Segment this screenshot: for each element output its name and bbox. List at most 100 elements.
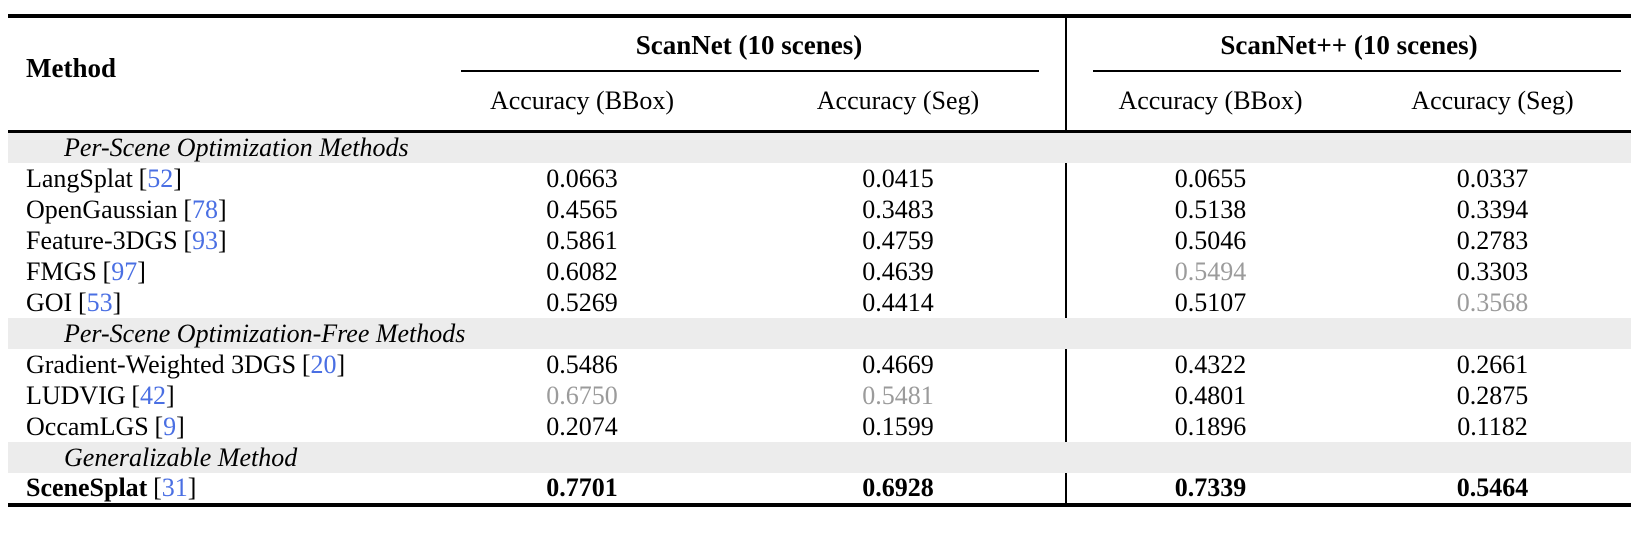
metric-value: 0.5464 — [1456, 473, 1529, 502]
value-cell: 0.6928 — [731, 473, 1067, 505]
citation-bracket-open: [ — [77, 287, 87, 317]
value-cell: 0.4639 — [731, 256, 1067, 287]
citation-link[interactable]: 93 — [192, 225, 219, 255]
metric-value: 0.7701 — [546, 473, 618, 502]
section-header-row: Per-Scene Optimization Methods — [8, 131, 1632, 163]
metric-value: 0.4565 — [546, 194, 618, 224]
method-name: GOI — [26, 287, 73, 317]
citation-link[interactable]: 9 — [163, 411, 177, 441]
method-cell: SceneSplat [31] — [8, 473, 433, 505]
citation-bracket-close: ] — [187, 473, 197, 502]
column-header-snpp-seg: Accuracy (Seg) — [1411, 86, 1574, 115]
value-cell: 0.3568 — [1354, 287, 1631, 318]
value-cell: 0.5494 — [1066, 256, 1354, 287]
value-cell: 0.2661 — [1354, 349, 1631, 380]
metric-value: 0.0663 — [546, 163, 618, 193]
metric-value: 0.2661 — [1456, 349, 1529, 379]
method-cell: LangSplat [52] — [8, 163, 433, 194]
cmidrule-scannet — [461, 70, 1039, 72]
citation-bracket-close: ] — [173, 163, 182, 193]
value-cell: 0.0655 — [1066, 163, 1354, 194]
metric-value: 0.0655 — [1174, 163, 1247, 193]
citation-link[interactable]: 42 — [140, 380, 167, 410]
metric-value: 0.5861 — [546, 225, 618, 255]
section-label: Per-Scene Optimization-Free Methods — [8, 318, 1632, 349]
table-row: SceneSplat [31] 0.7701 0.6928 0.7339 0.54… — [8, 473, 1631, 505]
column-group-scannet: ScanNet (10 scenes) — [433, 16, 1067, 72]
citation-bracket-open: [ — [131, 380, 141, 410]
value-cell: 0.6750 — [433, 380, 731, 411]
citation-bracket-close: ] — [176, 411, 185, 441]
metric-value: 0.3483 — [862, 194, 934, 224]
metric-value: 0.4669 — [862, 349, 934, 379]
method-name: Feature-3DGS — [26, 225, 178, 255]
citation-bracket-open: [ — [138, 163, 148, 193]
value-cell: 0.4759 — [731, 225, 1067, 256]
value-cell: 0.5107 — [1066, 287, 1354, 318]
metric-value: 0.6082 — [546, 256, 618, 286]
value-cell: 0.2875 — [1354, 380, 1631, 411]
citation-bracket-close: ] — [112, 287, 122, 317]
value-cell: 0.5464 — [1354, 473, 1631, 505]
column-header-method: Method — [26, 52, 116, 83]
header-sub-row: Accuracy (BBox) Accuracy (Seg) Accuracy … — [8, 72, 1631, 130]
value-cell: 0.4414 — [731, 287, 1067, 318]
section-header-row: Per-Scene Optimization-Free Methods — [8, 318, 1632, 349]
method-cell: LUDVIG [42] — [8, 380, 433, 411]
metric-value: 0.6928 — [862, 473, 934, 502]
method-name: FMGS — [26, 256, 97, 286]
column-header-sn-bbox: Accuracy (BBox) — [489, 86, 675, 115]
metric-value: 0.3394 — [1456, 194, 1529, 224]
metric-value: 0.5107 — [1174, 287, 1247, 317]
citation-bracket-open: [ — [102, 256, 112, 286]
citation-bracket-open: [ — [301, 349, 311, 379]
section-header-row: Generalizable Method — [8, 442, 1632, 473]
metric-value: 0.5481 — [862, 380, 934, 410]
value-cell: 0.3303 — [1354, 256, 1631, 287]
citation-bracket-close: ] — [218, 225, 227, 255]
citation-link[interactable]: 20 — [310, 349, 337, 379]
value-cell: 0.3394 — [1354, 194, 1631, 225]
metric-value: 0.4414 — [862, 287, 934, 317]
value-cell: 0.4565 — [433, 194, 731, 225]
column-header-sn-seg: Accuracy (Seg) — [731, 72, 1067, 130]
metric-value: 0.3303 — [1456, 256, 1529, 286]
metric-value: 0.2783 — [1456, 225, 1529, 255]
value-cell: 0.0415 — [731, 163, 1067, 194]
metric-value: 0.7339 — [1174, 473, 1247, 502]
metric-value: 0.5494 — [1174, 256, 1247, 286]
metric-value: 0.1599 — [862, 411, 934, 441]
method-name: SceneSplat — [26, 473, 148, 502]
header-midrule — [8, 129, 1632, 133]
citation-bracket-open: [ — [183, 194, 193, 224]
value-cell: 0.4669 — [731, 349, 1067, 380]
metric-value: 0.5269 — [546, 287, 618, 317]
table-row: LUDVIG [42] 0.6750 0.5481 0.4801 0.2875 — [8, 380, 1631, 411]
citation-link[interactable]: 52 — [147, 163, 174, 193]
citation-bracket-close: ] — [218, 194, 227, 224]
method-cell: OpenGaussian [78] — [8, 194, 433, 225]
method-name: LUDVIG — [26, 380, 126, 410]
citation-link[interactable]: 31 — [161, 473, 188, 502]
value-cell: 0.7339 — [1066, 473, 1354, 505]
table-row: OccamLGS [9] 0.2074 0.1599 0.1896 0.1182 — [8, 411, 1631, 442]
citation-link[interactable]: 53 — [86, 287, 113, 317]
value-cell: 0.7701 — [433, 473, 731, 505]
table-row: OpenGaussian [78] 0.4565 0.3483 0.5138 0.… — [8, 194, 1631, 225]
citation-bracket-open: [ — [154, 411, 164, 441]
section-label: Generalizable Method — [8, 442, 1632, 473]
value-cell: 0.3483 — [731, 194, 1067, 225]
metric-value: 0.2875 — [1456, 380, 1529, 410]
table-row: Feature-3DGS [93] 0.5861 0.4759 0.5046 0.… — [8, 225, 1631, 256]
metric-value: 0.6750 — [546, 380, 618, 410]
value-cell: 0.1896 — [1066, 411, 1354, 442]
group-label-scannet: ScanNet (10 scenes) — [635, 29, 863, 60]
value-cell: 0.0337 — [1354, 163, 1631, 194]
method-name: Gradient-Weighted 3DGS — [26, 349, 297, 379]
citation-link[interactable]: 78 — [192, 194, 219, 224]
metric-value: 0.4322 — [1174, 349, 1247, 379]
citation-bracket-close: ] — [166, 380, 175, 410]
table-row: LangSplat [52] 0.0663 0.0415 0.0655 0.033… — [8, 163, 1631, 194]
citation-bracket-close: ] — [137, 256, 146, 286]
citation-link[interactable]: 97 — [111, 256, 138, 286]
